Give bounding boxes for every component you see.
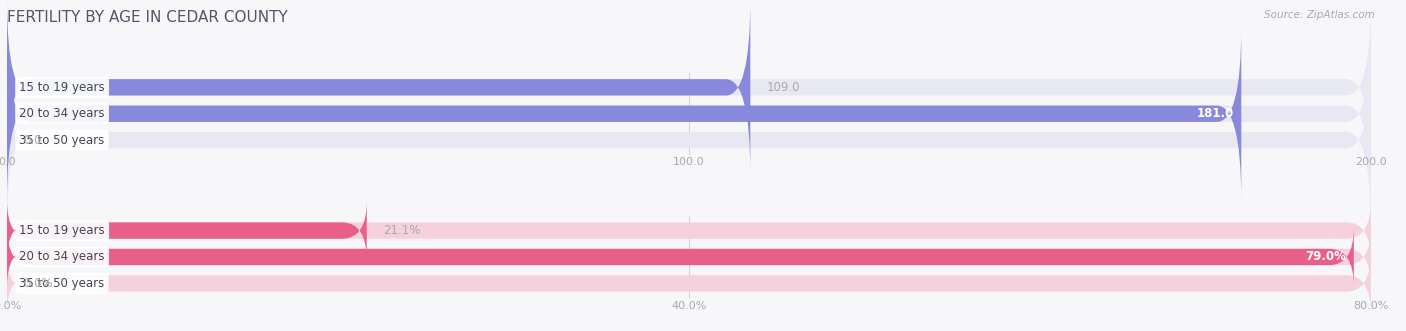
FancyBboxPatch shape [7, 27, 1241, 201]
FancyBboxPatch shape [7, 53, 1371, 227]
Text: 15 to 19 years: 15 to 19 years [20, 81, 105, 94]
Text: 0.0%: 0.0% [24, 277, 53, 290]
Text: 35 to 50 years: 35 to 50 years [20, 277, 104, 290]
FancyBboxPatch shape [7, 227, 1354, 287]
FancyBboxPatch shape [7, 227, 1371, 287]
Text: Source: ZipAtlas.com: Source: ZipAtlas.com [1264, 10, 1375, 20]
Text: 21.1%: 21.1% [382, 224, 420, 237]
FancyBboxPatch shape [7, 0, 751, 174]
Text: 109.0: 109.0 [766, 81, 800, 94]
FancyBboxPatch shape [7, 254, 1371, 313]
Text: 181.0: 181.0 [1197, 107, 1234, 120]
Text: 0.0: 0.0 [24, 134, 42, 147]
FancyBboxPatch shape [7, 201, 1371, 260]
FancyBboxPatch shape [7, 0, 1371, 174]
FancyBboxPatch shape [7, 201, 367, 260]
Text: FERTILITY BY AGE IN CEDAR COUNTY: FERTILITY BY AGE IN CEDAR COUNTY [7, 10, 288, 25]
Text: 15 to 19 years: 15 to 19 years [20, 224, 105, 237]
Text: 20 to 34 years: 20 to 34 years [20, 251, 105, 263]
FancyBboxPatch shape [7, 27, 1371, 201]
Text: 79.0%: 79.0% [1306, 251, 1347, 263]
Text: 20 to 34 years: 20 to 34 years [20, 107, 105, 120]
Text: 35 to 50 years: 35 to 50 years [20, 134, 104, 147]
